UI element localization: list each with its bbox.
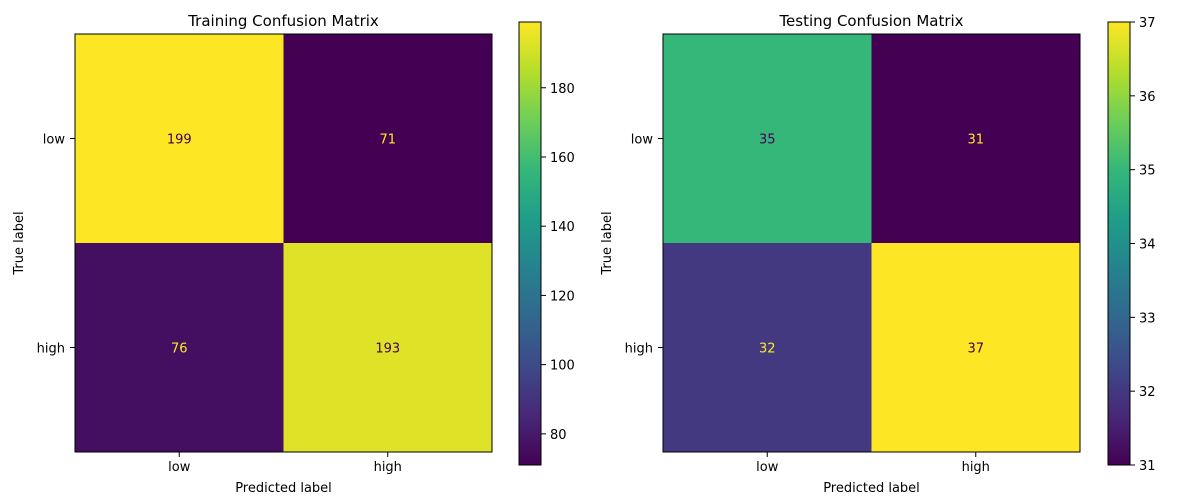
matrix-cell: [663, 34, 872, 243]
matrix-cell: [663, 243, 872, 452]
axes-frame: [662, 33, 1081, 453]
y-axis-label: True label: [600, 211, 615, 275]
cell-value-label: 35: [759, 133, 776, 148]
matrix-cell: [871, 34, 1080, 243]
colorbar: [1108, 22, 1130, 465]
colorbar: [519, 22, 541, 465]
matrix-cell: [75, 34, 284, 243]
colorbar-tick-label: 36: [1139, 90, 1156, 105]
confusion-matrix-training: 199 71 76 193 low high low high Training Confusi…: [12, 12, 575, 496]
cell-value-label: 76: [171, 342, 188, 357]
colorbar-frame: [518, 21, 542, 466]
cell-value-label: 71: [379, 133, 396, 148]
y-tick-label: low: [43, 133, 66, 148]
chart-title: Testing Confusion Matrix: [778, 12, 963, 30]
cell-value-label: 199: [167, 133, 192, 148]
colorbar-tick-label: 160: [550, 151, 575, 166]
matrix-cell: [75, 243, 284, 452]
y-tick-label: high: [625, 342, 653, 357]
x-tick-label: high: [374, 460, 402, 475]
chart-title: Training Confusion Matrix: [187, 12, 379, 30]
matrix-cell: [283, 34, 492, 243]
colorbar-tick-label: 34: [1139, 238, 1156, 253]
x-axis-label: Predicted label: [235, 481, 332, 496]
colorbar-tick-label: 37: [1139, 16, 1156, 31]
y-axis-label: True label: [12, 211, 27, 275]
colorbar-tick-label: 33: [1139, 311, 1156, 326]
matrix-cell: [283, 243, 492, 452]
confusion-matrix-testing: 35 31 32 37 low high low high Testing Confusion …: [600, 12, 1156, 496]
colorbar-tick-label: 32: [1139, 385, 1156, 400]
colorbar-tick-label: 31: [1139, 459, 1156, 474]
x-axis-label: Predicted label: [823, 481, 920, 496]
colorbar-tick-label: 80: [550, 428, 567, 443]
colorbar-tick-label: 180: [550, 82, 575, 97]
x-tick-label: low: [756, 460, 779, 475]
colorbar-tick-label: 120: [550, 289, 575, 304]
x-tick-label: high: [962, 460, 990, 475]
cell-value-label: 31: [967, 133, 984, 148]
cell-value-label: 193: [375, 342, 400, 357]
colorbar-tick-label: 35: [1139, 164, 1156, 179]
cell-value-label: 37: [967, 342, 984, 357]
axes-frame: [74, 33, 493, 453]
cell-value-label: 32: [759, 342, 776, 357]
colorbar-tick-label: 140: [550, 220, 575, 235]
y-tick-label: high: [37, 342, 65, 357]
matrix-cell: [871, 243, 1080, 452]
y-tick-label: low: [631, 133, 654, 148]
x-tick-label: low: [168, 460, 191, 475]
colorbar-tick-label: 100: [550, 359, 575, 374]
